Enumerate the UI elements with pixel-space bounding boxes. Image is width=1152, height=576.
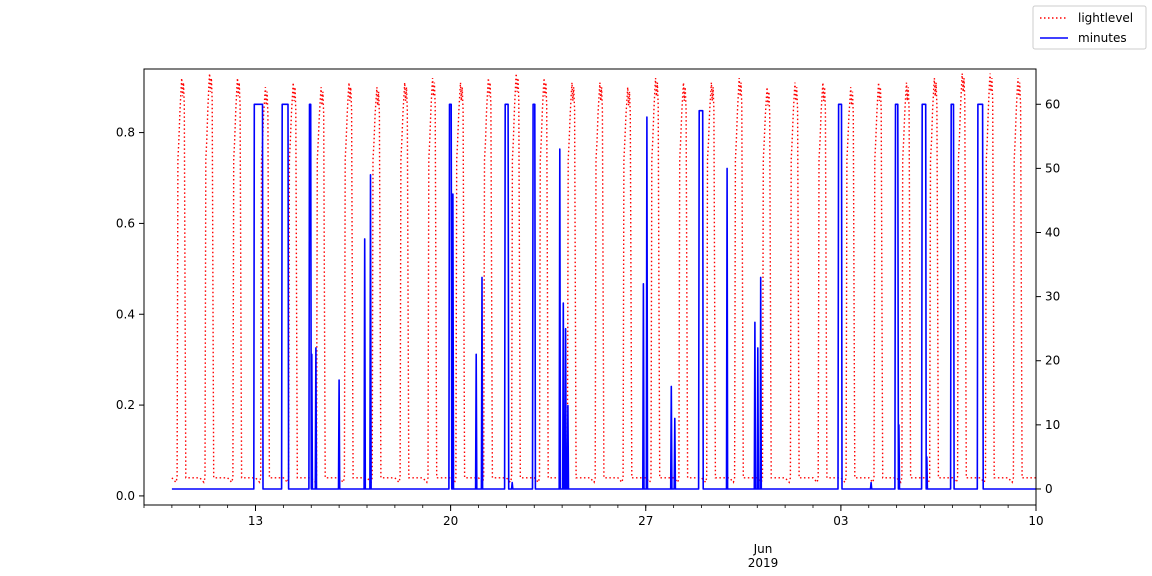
legend: lightlevel minutes xyxy=(1032,5,1147,50)
y-axis-left: 0.0 0.2 0.4 0.6 0.8 xyxy=(116,126,144,503)
x-tick-label-2: 27 xyxy=(638,514,653,528)
y-right-tick-label-5: 50 xyxy=(1045,161,1060,175)
series-lightlevel-line xyxy=(171,73,1036,484)
x-year-label: 2019 xyxy=(748,556,779,570)
x-month-label: Jun xyxy=(753,542,773,556)
x-tick-label-0: 13 xyxy=(248,514,263,528)
y-right-tick-label-4: 40 xyxy=(1045,226,1060,240)
y-left-tick-label-0: 0.0 xyxy=(116,489,135,503)
y-right-tick-label-1: 10 xyxy=(1045,418,1060,432)
y-right-tick-label-6: 60 xyxy=(1045,97,1060,111)
y-right-tick-label-3: 30 xyxy=(1045,290,1060,304)
y-right-tick-label-2: 20 xyxy=(1045,354,1060,368)
legend-label-minutes: minutes xyxy=(1078,31,1127,45)
x-axis: 13 20 27 03 10 xyxy=(143,505,1044,528)
plot-area xyxy=(144,69,1036,505)
legend-label-lightlevel: lightlevel xyxy=(1078,11,1133,25)
y-left-tick-label-4: 0.8 xyxy=(116,126,135,140)
y-axis-right: 0 10 20 30 40 50 60 xyxy=(1036,97,1060,496)
y-left-tick-label-1: 0.2 xyxy=(116,398,135,412)
x-tick-label-4: 10 xyxy=(1028,514,1043,528)
x-tick-label-1: 20 xyxy=(443,514,458,528)
x-tick-label-3: 03 xyxy=(833,514,848,528)
y-left-tick-label-3: 0.6 xyxy=(116,216,135,230)
series-layer xyxy=(171,73,1036,490)
series-minutes-line xyxy=(171,103,1036,490)
y-right-tick-label-0: 0 xyxy=(1045,482,1053,496)
y-left-tick-label-2: 0.4 xyxy=(116,307,135,321)
